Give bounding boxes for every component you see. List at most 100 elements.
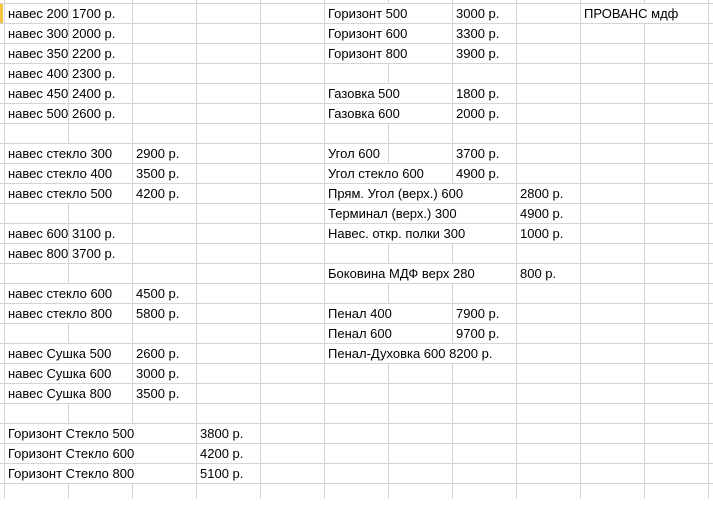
- cell[interactable]: 5100 р.: [197, 464, 260, 483]
- cell[interactable]: Боковина МДФ верх 280: [325, 264, 516, 283]
- row-gridline: [0, 223, 713, 224]
- cell[interactable]: 800 р.: [517, 264, 580, 283]
- cell[interactable]: Навес. откр. полки 300: [325, 224, 516, 243]
- row-gridline: [0, 283, 713, 284]
- column-gridline: [516, 0, 517, 499]
- cell[interactable]: 3300 р.: [453, 24, 516, 43]
- cell[interactable]: 2400 р.: [69, 84, 132, 103]
- cell[interactable]: 3900 р.: [453, 44, 516, 63]
- column-gridline: [68, 0, 69, 499]
- cell[interactable]: навес Сушка 800: [5, 384, 132, 403]
- cell[interactable]: Горизонт 500: [325, 4, 452, 23]
- cell[interactable]: навес 200: [5, 4, 68, 23]
- cell[interactable]: 2200 р.: [69, 44, 132, 63]
- cell[interactable]: 9700 р.: [453, 324, 516, 343]
- cell[interactable]: Горизонт Стекло 800: [5, 464, 196, 483]
- cell[interactable]: 2600 р.: [133, 344, 196, 363]
- row-gridline: [0, 123, 713, 124]
- row-gridline: [0, 243, 713, 244]
- cell[interactable]: 4200 р.: [133, 184, 196, 203]
- cell[interactable]: навес 300: [5, 24, 68, 43]
- cell[interactable]: 3000 р.: [453, 4, 516, 23]
- cell[interactable]: Газовка 500: [325, 84, 452, 103]
- row-gridline: [0, 363, 713, 364]
- row-gridline: [0, 463, 713, 464]
- cell[interactable]: навес 800: [5, 244, 68, 263]
- cell[interactable]: навес 450: [5, 84, 68, 103]
- cell[interactable]: навес стекло 400: [5, 164, 132, 183]
- column-gridline: [260, 0, 261, 499]
- cell[interactable]: 4200 р.: [197, 444, 260, 463]
- column-gridline: [452, 0, 453, 499]
- cell[interactable]: Горизонт Стекло 600: [5, 444, 196, 463]
- row-gridline: [0, 143, 713, 144]
- cell[interactable]: 3800 р.: [197, 424, 260, 443]
- cell[interactable]: 3500 р.: [133, 384, 196, 403]
- cell[interactable]: 2900 р.: [133, 144, 196, 163]
- cell[interactable]: 2800 р.: [517, 184, 580, 203]
- row-gridline: [0, 303, 713, 304]
- cell[interactable]: Пенал-Духовка 600 8200 р.: [325, 344, 516, 363]
- cell[interactable]: навес 350: [5, 44, 68, 63]
- cell[interactable]: 3500 р.: [133, 164, 196, 183]
- cell[interactable]: навес стекло 300: [5, 144, 132, 163]
- cell[interactable]: Газовка 600: [325, 104, 452, 123]
- cell[interactable]: 2000 р.: [453, 104, 516, 123]
- row-gridline: [0, 483, 713, 484]
- column-gridline: [132, 0, 133, 499]
- cell[interactable]: Прям. Угол (верх.) 600: [325, 184, 516, 203]
- cell[interactable]: Угол 600: [325, 144, 388, 163]
- row-gridline: [0, 383, 713, 384]
- row-gridline: [0, 83, 713, 84]
- cell[interactable]: навес стекло 500: [5, 184, 132, 203]
- cell[interactable]: 3000 р.: [133, 364, 196, 383]
- column-gridline: [580, 0, 581, 499]
- column-gridline: [196, 0, 197, 499]
- cell[interactable]: 4500 р.: [133, 284, 196, 303]
- cell[interactable]: ПРОВАНС мдф: [581, 4, 708, 23]
- spreadsheet-grid[interactable]: навес 200 1700 р. Горизонт 500 3000 р. ПРОВА…: [0, 0, 713, 499]
- column-gridline: [708, 0, 709, 499]
- cell[interactable]: навес 500: [5, 104, 68, 123]
- cell[interactable]: навес Сушка 600: [5, 364, 132, 383]
- cell[interactable]: 4900 р.: [453, 164, 516, 183]
- cell[interactable]: 3700 р.: [69, 244, 132, 263]
- cell[interactable]: 1800 р.: [453, 84, 516, 103]
- row-gridline: [0, 403, 713, 404]
- cell[interactable]: 5800 р.: [133, 304, 196, 323]
- cell[interactable]: навес 600: [5, 224, 68, 243]
- row-gridline: [0, 3, 713, 4]
- row-gridline: [0, 343, 713, 344]
- column-gridline: [388, 0, 389, 499]
- row-gridline: [0, 63, 713, 64]
- cell[interactable]: Угол стекло 600: [325, 164, 452, 183]
- cell[interactable]: Горизонт 600: [325, 24, 452, 43]
- cell[interactable]: 2000 р.: [69, 24, 132, 43]
- cell[interactable]: 2600 р.: [69, 104, 132, 123]
- cell[interactable]: навес Сушка 500: [5, 344, 132, 363]
- cell[interactable]: навес 400: [5, 64, 68, 83]
- cell[interactable]: навес стекло 600: [5, 284, 132, 303]
- row-gridline: [0, 323, 713, 324]
- row-gridline: [0, 443, 713, 444]
- row-gridline: [0, 163, 713, 164]
- row-gridline: [0, 203, 713, 204]
- cell[interactable]: 3700 р.: [453, 144, 516, 163]
- cell[interactable]: 3100 р.: [69, 224, 132, 243]
- cell[interactable]: Горизонт Стекло 500: [5, 424, 196, 443]
- cell[interactable]: Пенал 600: [325, 324, 452, 343]
- cell[interactable]: навес стекло 800: [5, 304, 132, 323]
- selected-row-indicator: [0, 3, 3, 23]
- cell[interactable]: 4900 р.: [517, 204, 580, 223]
- cell[interactable]: 2300 р.: [69, 64, 132, 83]
- column-gridline: [644, 0, 645, 499]
- cell[interactable]: Пенал 400: [325, 304, 452, 323]
- row-gridline: [0, 263, 713, 264]
- cell[interactable]: Терминал (верх.) 300: [325, 204, 516, 223]
- cell[interactable]: 1700 р.: [69, 4, 132, 23]
- row-gridline: [0, 103, 713, 104]
- cell[interactable]: 7900 р.: [453, 304, 516, 323]
- row-gridline: [0, 23, 713, 24]
- cell[interactable]: Горизонт 800: [325, 44, 452, 63]
- cell[interactable]: 1000 р.: [517, 224, 580, 243]
